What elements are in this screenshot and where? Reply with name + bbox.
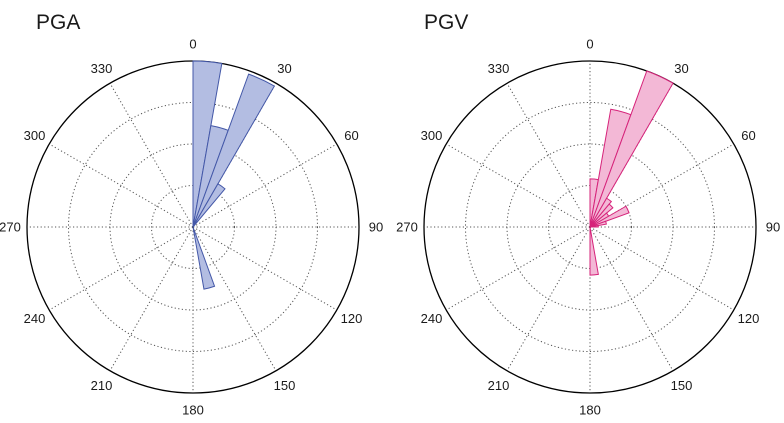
pgv-angle-label-300: 300 bbox=[421, 128, 443, 143]
pgv-outer-ring bbox=[423, 60, 757, 394]
pga-rose-panel: PGA 0 30 60 90 120 150 180 210 240 270 300 330 bbox=[0, 11, 383, 418]
pgv-angle-label-60: 60 bbox=[741, 128, 755, 143]
pga-panel-title: PGA bbox=[36, 11, 80, 34]
pga-petal-20-30 bbox=[192, 73, 276, 228]
pga-grid-spoke-300 bbox=[48, 143, 194, 228]
pga-angle-label-240: 240 bbox=[24, 311, 46, 326]
pga-grid-spoke-330 bbox=[109, 82, 194, 228]
pga-angle-label-150: 150 bbox=[274, 378, 296, 393]
pga-angle-label-330: 330 bbox=[91, 61, 113, 76]
pgv-angle-label-90: 90 bbox=[766, 220, 780, 235]
pgv-angle-label-0: 0 bbox=[586, 37, 593, 52]
pga-angle-label-0: 0 bbox=[189, 37, 196, 52]
pgv-petal-40-50 bbox=[589, 203, 614, 228]
pga-angle-label-300: 300 bbox=[24, 128, 46, 143]
pga-grid-circle-3 bbox=[68, 102, 318, 352]
pgv-grid-spoke-300 bbox=[445, 143, 591, 228]
pga-grid-spoke-120 bbox=[192, 226, 338, 311]
pgv-angle-label-270: 270 bbox=[396, 220, 418, 235]
pga-angle-label-210: 210 bbox=[91, 378, 113, 393]
pgv-grid-spoke-120 bbox=[589, 226, 735, 311]
pgv-grid-spoke-210 bbox=[506, 226, 591, 372]
pga-petal-160-170 bbox=[192, 226, 216, 290]
pgv-grid-circle-3 bbox=[465, 102, 715, 352]
pga-grid-spoke-150 bbox=[192, 226, 277, 372]
pga-grid-spoke-210 bbox=[109, 226, 194, 372]
pgv-petal-20-30 bbox=[589, 70, 674, 228]
pgv-angle-label-180: 180 bbox=[579, 403, 601, 418]
pgv-grid-spoke-60 bbox=[589, 143, 735, 228]
pgv-angle-label-30: 30 bbox=[674, 61, 688, 76]
pgv-grid-spoke-330 bbox=[506, 82, 591, 228]
pgv-angle-label-210: 210 bbox=[488, 378, 510, 393]
pga-angle-label-30: 30 bbox=[277, 61, 291, 76]
pgv-angle-label-120: 120 bbox=[738, 311, 760, 326]
pgv-panel-title: PGV bbox=[424, 11, 468, 34]
pgv-grid-spoke-240 bbox=[445, 226, 591, 311]
pga-angle-label-120: 120 bbox=[341, 311, 363, 326]
pga-angle-label-60: 60 bbox=[344, 128, 358, 143]
pgv-petal-70-80 bbox=[589, 220, 607, 228]
pgv-angle-label-150: 150 bbox=[671, 378, 693, 393]
pgv-angle-label-240: 240 bbox=[421, 311, 443, 326]
pga-grid-spoke-240 bbox=[48, 226, 194, 311]
pgv-petal-80-90 bbox=[589, 224, 599, 228]
pga-angle-label-270: 270 bbox=[0, 220, 21, 235]
pga-petal-30-40 bbox=[192, 183, 226, 228]
pga-grid-spoke-60 bbox=[192, 143, 338, 228]
pga-angle-label-180: 180 bbox=[182, 403, 204, 418]
pgv-petal-30-40 bbox=[589, 197, 613, 228]
pgv-grid-spoke-150 bbox=[589, 226, 674, 372]
pga-angle-label-90: 90 bbox=[369, 220, 383, 235]
pgv-petal-60-70 bbox=[589, 205, 630, 228]
pgv-angle-label-330: 330 bbox=[488, 61, 510, 76]
pgv-rose-panel: PGV 0 30 60 90 120 150 180 210 240 270 300 330 bbox=[396, 11, 780, 418]
pgv-petal-170-180 bbox=[589, 226, 599, 276]
